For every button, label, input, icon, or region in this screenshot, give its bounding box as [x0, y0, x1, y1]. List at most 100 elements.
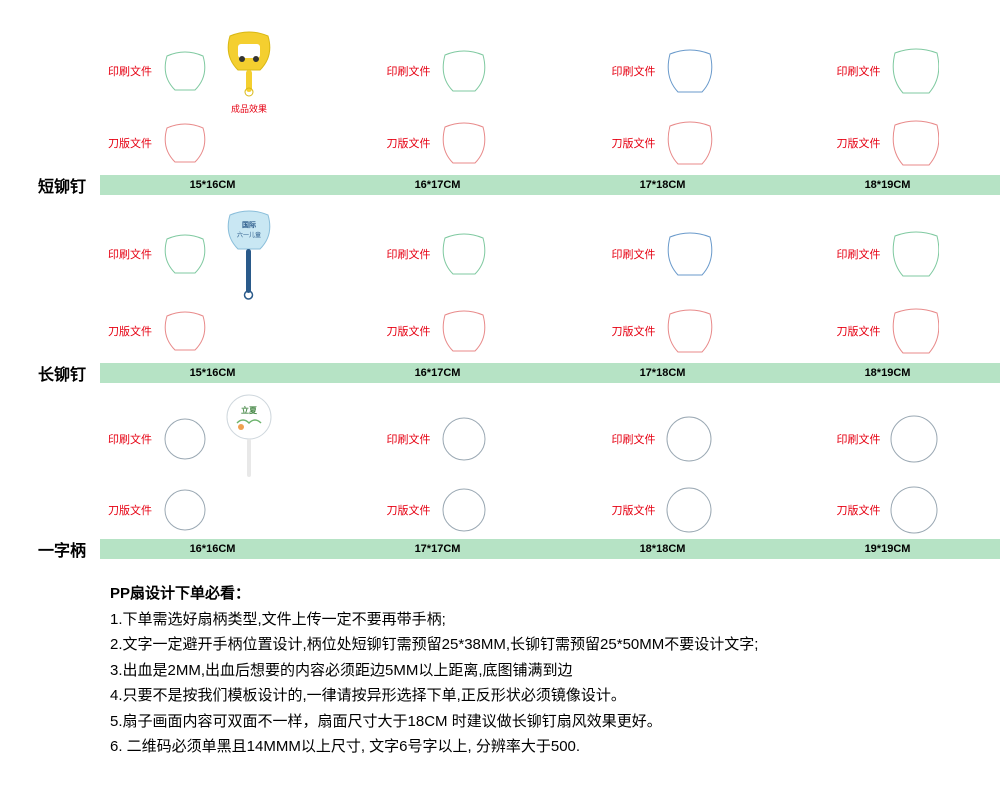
cell: 印刷文件 — [775, 47, 1000, 95]
label-die: 刀版文件 — [837, 502, 881, 518]
dim: 15*16CM — [100, 179, 325, 191]
cell: 印刷文件 — [325, 230, 550, 278]
label-print: 印刷文件 — [108, 431, 152, 447]
fan-outline-round — [889, 486, 939, 534]
fan-outline-round — [160, 415, 210, 463]
fan-outline-round — [439, 415, 489, 463]
cell: 印刷文件 国际 六一儿童 — [100, 205, 325, 303]
fan-outline-round — [664, 486, 714, 534]
label-die: 刀版文件 — [612, 502, 656, 518]
cell: 刀版文件 — [325, 486, 550, 534]
notes-title: PP扇设计下单必看： — [110, 581, 1000, 607]
header-band: 一字柄 16*16CM 17*17CM 18*18CM 19*19CM — [0, 535, 1000, 563]
label-die: 刀版文件 — [387, 135, 431, 151]
cell: 印刷文件 — [775, 415, 1000, 463]
label-die: 刀版文件 — [612, 135, 656, 151]
cell: 印刷文件 — [550, 230, 775, 278]
label-die: 刀版文件 — [837, 135, 881, 151]
fan-outline-print — [439, 47, 489, 95]
row-print: 印刷文件 国际 六一儿童 印刷文件 印刷文件 印刷文件 — [0, 205, 1000, 303]
svg-text:国际: 国际 — [242, 220, 256, 229]
label-print: 印刷文件 — [108, 63, 152, 79]
fan-outline-die — [664, 119, 714, 167]
dim: 17*17CM — [325, 543, 550, 555]
section-long-rivet: 印刷文件 国际 六一儿童 印刷文件 印刷文件 印刷文件 — [0, 205, 1000, 387]
dim-strip: 15*16CM 16*17CM 17*18CM 18*19CM — [100, 175, 1000, 195]
cell: 印刷文件 — [550, 415, 775, 463]
fan-outline-die — [664, 307, 714, 355]
label-print: 印刷文件 — [387, 63, 431, 79]
fan-outline-die — [160, 119, 210, 167]
fan-outline-die — [439, 119, 489, 167]
dim: 16*16CM — [100, 543, 325, 555]
section-title: 一字柄 — [0, 537, 100, 561]
header-band: 长铆钉 15*16CM 16*17CM 17*18CM 18*19CM — [0, 359, 1000, 387]
cell: 刀版文件 — [775, 119, 1000, 167]
row-die: 刀版文件 刀版文件 刀版文件 刀版文件 — [0, 115, 1000, 171]
label-die: 刀版文件 — [108, 135, 152, 151]
cell: 刀版文件 — [325, 307, 550, 355]
dim: 16*17CM — [325, 179, 550, 191]
product-thumb-round: 立夏 — [218, 393, 280, 485]
dim: 18*19CM — [775, 367, 1000, 379]
notes-line: 1.下单需选好扇柄类型,文件上传一定不要再带手柄; — [110, 607, 1000, 633]
cell: 印刷文件 — [325, 415, 550, 463]
cell: 刀版文件 — [775, 307, 1000, 355]
cell: 刀版文件 — [325, 119, 550, 167]
notes-line: 5.扇子画面内容可双面不一样，扇面尺寸大于18CM 时建议做长铆钉扇风效果更好。 — [110, 709, 1000, 735]
label-print: 印刷文件 — [108, 246, 152, 262]
label-die: 刀版文件 — [837, 323, 881, 339]
label-print: 印刷文件 — [387, 246, 431, 262]
label-print: 印刷文件 — [612, 63, 656, 79]
notes-line: 2.文字一定避开手柄位置设计,柄位处短铆钉需预留25*38MM,长铆钉需预留25… — [110, 632, 1000, 658]
cell: 印刷文件 成品效果 — [100, 26, 325, 115]
label-print: 印刷文件 — [612, 431, 656, 447]
cell: 刀版文件 — [550, 119, 775, 167]
fan-outline-round — [889, 415, 939, 463]
row-die: 刀版文件 刀版文件 刀版文件 刀版文件 — [0, 303, 1000, 359]
fan-outline-print — [889, 47, 939, 95]
cell: 印刷文件 — [325, 47, 550, 95]
product-thumb-short: 成品效果 — [218, 26, 280, 115]
cell: 印刷文件 — [775, 230, 1000, 278]
row-die: 刀版文件 刀版文件 刀版文件 刀版文件 — [0, 485, 1000, 535]
fan-outline-print — [664, 230, 714, 278]
label-print: 印刷文件 — [837, 63, 881, 79]
fan-outline-die — [439, 307, 489, 355]
section-title: 短铆钉 — [0, 173, 100, 197]
dim: 17*18CM — [550, 367, 775, 379]
fan-outline-print — [664, 47, 714, 95]
cell: 刀版文件 — [100, 486, 325, 534]
fan-outline-round — [439, 486, 489, 534]
fan-outline-round — [160, 486, 210, 534]
fan-outline-print — [160, 230, 210, 278]
notes-line: 4.只要不是按我们模板设计的,一律请按异形选择下单,正反形状必须镜像设计。 — [110, 683, 1000, 709]
svg-text:立夏: 立夏 — [241, 405, 258, 415]
cell: 刀版文件 — [100, 307, 325, 355]
label-print: 印刷文件 — [837, 246, 881, 262]
label-die: 刀版文件 — [108, 323, 152, 339]
row-print: 印刷文件 立夏 印刷文件 印刷文件 印刷文件 — [0, 393, 1000, 485]
header-band: 短铆钉 15*16CM 16*17CM 17*18CM 18*19CM — [0, 171, 1000, 199]
dim: 18*19CM — [775, 179, 1000, 191]
label-die: 刀版文件 — [612, 323, 656, 339]
label-print: 印刷文件 — [387, 431, 431, 447]
row-print: 印刷文件 成品效果 印刷文件 印刷文件 — [0, 26, 1000, 115]
dim: 19*19CM — [775, 543, 1000, 555]
notes-block: PP扇设计下单必看： 1.下单需选好扇柄类型,文件上传一定不要再带手柄; 2.文… — [110, 581, 1000, 760]
label-print: 印刷文件 — [837, 431, 881, 447]
fan-outline-round — [664, 415, 714, 463]
dim-strip: 16*16CM 17*17CM 18*18CM 19*19CM — [100, 539, 1000, 559]
section-straight-handle: 印刷文件 立夏 印刷文件 印刷文件 印刷文件 — [0, 393, 1000, 563]
cell: 刀版文件 — [550, 307, 775, 355]
fan-outline-die — [160, 307, 210, 355]
label-print: 印刷文件 — [612, 246, 656, 262]
svg-text:六一儿童: 六一儿童 — [237, 231, 261, 239]
label-die: 刀版文件 — [108, 502, 152, 518]
label-die: 刀版文件 — [387, 502, 431, 518]
notes-line: 3.出血是2MM,出血后想要的内容必须距边5MM以上距离,底图铺满到边 — [110, 658, 1000, 684]
dim: 16*17CM — [325, 367, 550, 379]
cell: 刀版文件 — [100, 119, 325, 167]
section-short-rivet: 印刷文件 成品效果 印刷文件 印刷文件 — [0, 26, 1000, 199]
notes-line: 6. 二维码必须单黑且14MMM以上尺寸, 文字6号字以上, 分辨率大于500. — [110, 734, 1000, 760]
